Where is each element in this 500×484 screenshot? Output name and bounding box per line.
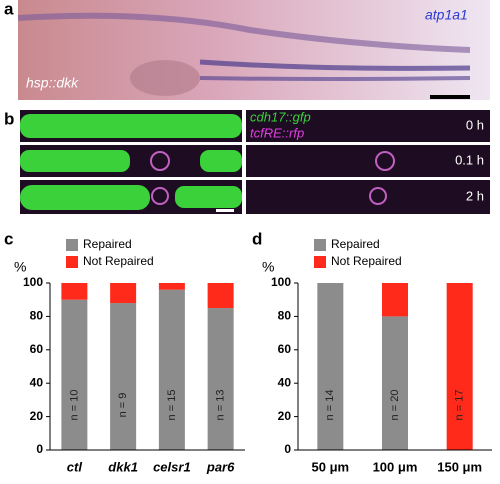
y-tick-label: 0 — [36, 442, 43, 456]
time-label: 0 h — [466, 117, 484, 132]
legend-swatch — [66, 239, 78, 251]
time-label: 2 h — [466, 188, 484, 203]
image-a — [17, 0, 490, 100]
y-axis-label: % — [262, 259, 274, 275]
bar-segment — [207, 308, 234, 450]
legend-label: Not Repaired — [331, 254, 402, 268]
bar-segment — [382, 283, 408, 317]
n-label: n = 10 — [68, 390, 80, 421]
bar-segment — [61, 283, 88, 300]
panel-label: a — [4, 0, 14, 18]
y-axis-label: % — [14, 259, 26, 275]
y-tick-label: 20 — [30, 409, 44, 423]
bar-segment — [382, 316, 408, 450]
y-tick-label: 100 — [271, 275, 291, 289]
x-tick-label: celsr1 — [153, 459, 191, 474]
gene-label: atp1a1 — [425, 7, 468, 23]
n-label: n = 14 — [324, 390, 336, 421]
x-tick-label: ctl — [67, 459, 83, 474]
x-tick-label: par6 — [206, 459, 235, 474]
y-tick-label: 80 — [278, 309, 292, 323]
legend-swatch — [314, 256, 326, 268]
legend-label: Repaired — [83, 237, 132, 251]
y-tick-label: 80 — [30, 309, 44, 323]
channel-label: tcfRE::rfp — [250, 125, 304, 140]
legend-swatch — [66, 256, 78, 268]
legend-label: Not Repaired — [83, 254, 154, 268]
image-b — [20, 110, 490, 214]
bar-segment — [110, 283, 137, 304]
bar-segment — [207, 283, 234, 309]
n-label: n = 13 — [215, 390, 227, 421]
panel-label: b — [4, 109, 14, 128]
n-label: n = 20 — [389, 390, 401, 421]
transgene-label: hsp::dkk — [26, 75, 79, 91]
legend-swatch — [314, 239, 326, 251]
y-tick-label: 20 — [278, 409, 292, 423]
n-label: n = 15 — [166, 390, 178, 421]
y-tick-label: 60 — [278, 342, 292, 356]
bar-segment — [317, 283, 344, 450]
x-tick-label: dkk1 — [108, 459, 138, 474]
panel-label: c — [4, 229, 13, 248]
n-label: n = 9 — [117, 393, 129, 418]
bar-segment — [446, 283, 473, 450]
x-tick-label: 150 μm — [437, 459, 482, 474]
y-tick-label: 100 — [23, 275, 43, 289]
time-label: 0.1 h — [455, 152, 484, 167]
panel-label: d — [252, 229, 262, 248]
x-tick-label: 100 μm — [373, 459, 418, 474]
bar-segment — [110, 303, 137, 450]
x-tick-label: 50 μm — [312, 459, 350, 474]
y-tick-label: 40 — [278, 375, 292, 389]
y-tick-label: 60 — [30, 342, 44, 356]
channel-label: cdh17::gfp — [250, 109, 311, 124]
y-tick-label: 0 — [284, 442, 291, 456]
legend-label: Repaired — [331, 237, 380, 251]
bar-segment — [158, 289, 185, 450]
bar-segment — [61, 299, 88, 450]
n-label: n = 17 — [454, 390, 466, 421]
bar-segment — [158, 283, 185, 290]
y-tick-label: 40 — [30, 375, 44, 389]
